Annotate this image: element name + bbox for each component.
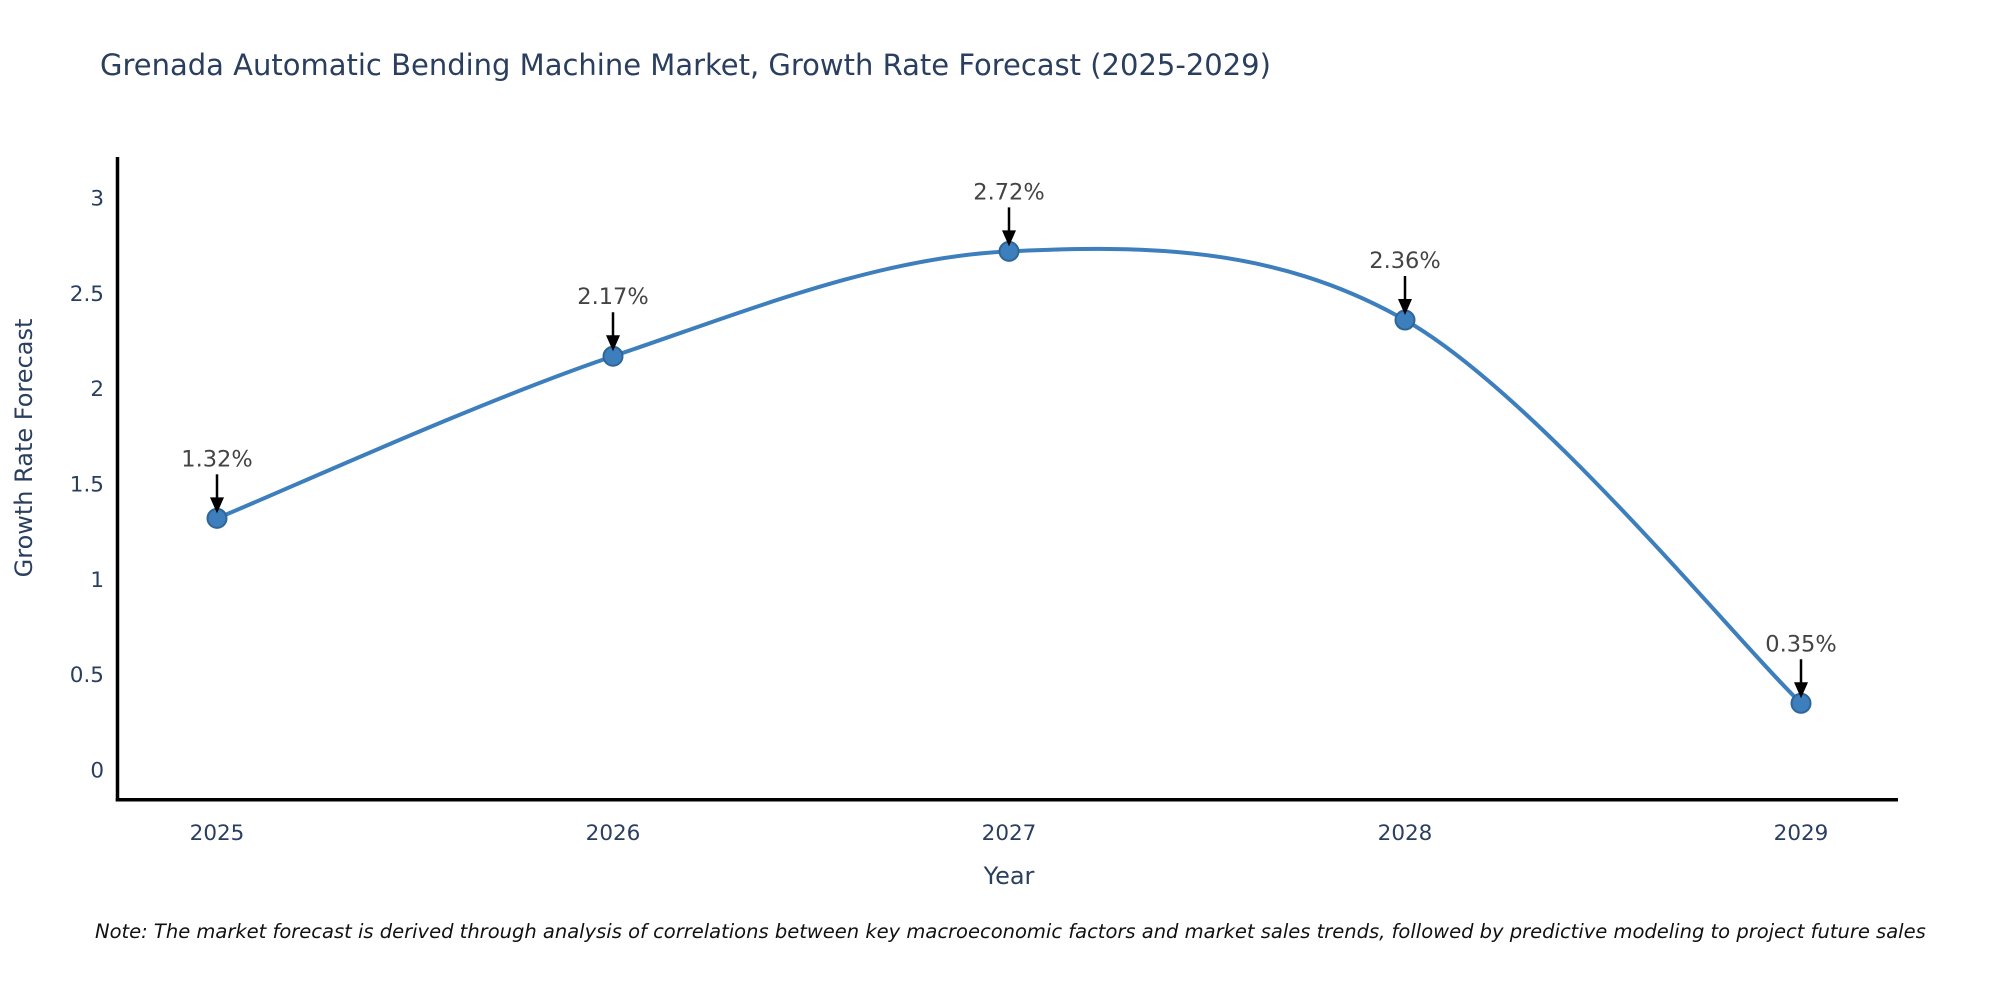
x-axis-title: Year: [983, 862, 1035, 890]
annotation-arrowhead: [1002, 230, 1016, 247]
footnote: Note: The market forecast is derived thr…: [95, 920, 1926, 943]
annotation-arrowhead: [606, 335, 620, 352]
data-point-label: 2.17%: [577, 284, 648, 310]
x-tick-label: 2029: [1774, 821, 1829, 846]
annotation-arrowhead: [210, 497, 224, 514]
y-tick-label: 0: [90, 759, 104, 784]
y-axis-title: Growth Rate Forecast: [10, 319, 38, 578]
chart-title: Grenada Automatic Bending Machine Market…: [100, 48, 1271, 82]
data-point-label: 0.35%: [1765, 631, 1836, 657]
y-tick-label: 0.5: [70, 663, 104, 688]
trend-line: [215, 246, 1803, 706]
x-tick-label: 2025: [190, 821, 245, 846]
y-tick-label: 1: [90, 568, 104, 593]
annotation-arrowhead: [1794, 682, 1808, 699]
data-point-label: 1.32%: [181, 446, 252, 472]
y-tick-label: 1.5: [70, 472, 104, 497]
data-point-label: 2.36%: [1369, 248, 1440, 274]
x-tick-label: 2026: [586, 821, 641, 846]
x-tick-label: 2028: [1378, 821, 1433, 846]
data-point-label: 2.72%: [973, 179, 1044, 205]
y-tick-label: 2: [90, 377, 104, 402]
y-tick-label: 3: [90, 186, 104, 211]
annotation-arrowhead: [1398, 299, 1412, 316]
y-tick-label: 2.5: [70, 282, 104, 307]
x-tick-label: 2027: [982, 821, 1037, 846]
